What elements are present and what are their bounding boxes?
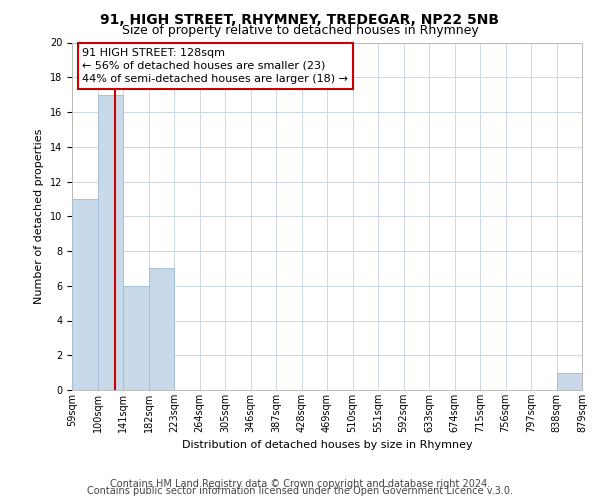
Y-axis label: Number of detached properties: Number of detached properties	[34, 128, 44, 304]
Bar	[97, 94, 123, 390]
Bar	[123, 286, 149, 390]
Text: 91, HIGH STREET, RHYMNEY, TREDEGAR, NP22 5NB: 91, HIGH STREET, RHYMNEY, TREDEGAR, NP22…	[101, 12, 499, 26]
Text: 91 HIGH STREET: 128sqm
← 56% of detached houses are smaller (23)
44% of semi-det: 91 HIGH STREET: 128sqm ← 56% of detached…	[82, 48, 348, 84]
Text: Size of property relative to detached houses in Rhymney: Size of property relative to detached ho…	[122, 24, 478, 37]
X-axis label: Distribution of detached houses by size in Rhymney: Distribution of detached houses by size …	[182, 440, 472, 450]
Bar	[72, 199, 97, 390]
Text: Contains public sector information licensed under the Open Government Licence v.: Contains public sector information licen…	[87, 486, 513, 496]
Text: Contains HM Land Registry data © Crown copyright and database right 2024.: Contains HM Land Registry data © Crown c…	[110, 479, 490, 489]
Bar	[557, 372, 582, 390]
Bar	[149, 268, 174, 390]
